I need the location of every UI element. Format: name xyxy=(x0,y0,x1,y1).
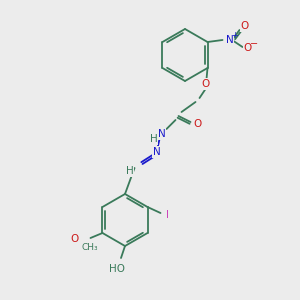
Text: O: O xyxy=(70,234,79,244)
Text: H: H xyxy=(126,166,134,176)
Text: O: O xyxy=(194,119,202,129)
Text: N: N xyxy=(158,129,165,139)
Text: I: I xyxy=(166,210,169,220)
Text: CH₃: CH₃ xyxy=(81,242,98,251)
Text: H: H xyxy=(150,134,158,144)
Text: N: N xyxy=(153,147,160,157)
Text: HO: HO xyxy=(109,264,125,274)
Text: −: − xyxy=(250,39,259,49)
Text: O: O xyxy=(243,43,252,53)
Text: O: O xyxy=(240,21,249,31)
Text: O: O xyxy=(201,79,210,89)
Text: N: N xyxy=(226,35,233,45)
Text: +: + xyxy=(231,31,238,40)
